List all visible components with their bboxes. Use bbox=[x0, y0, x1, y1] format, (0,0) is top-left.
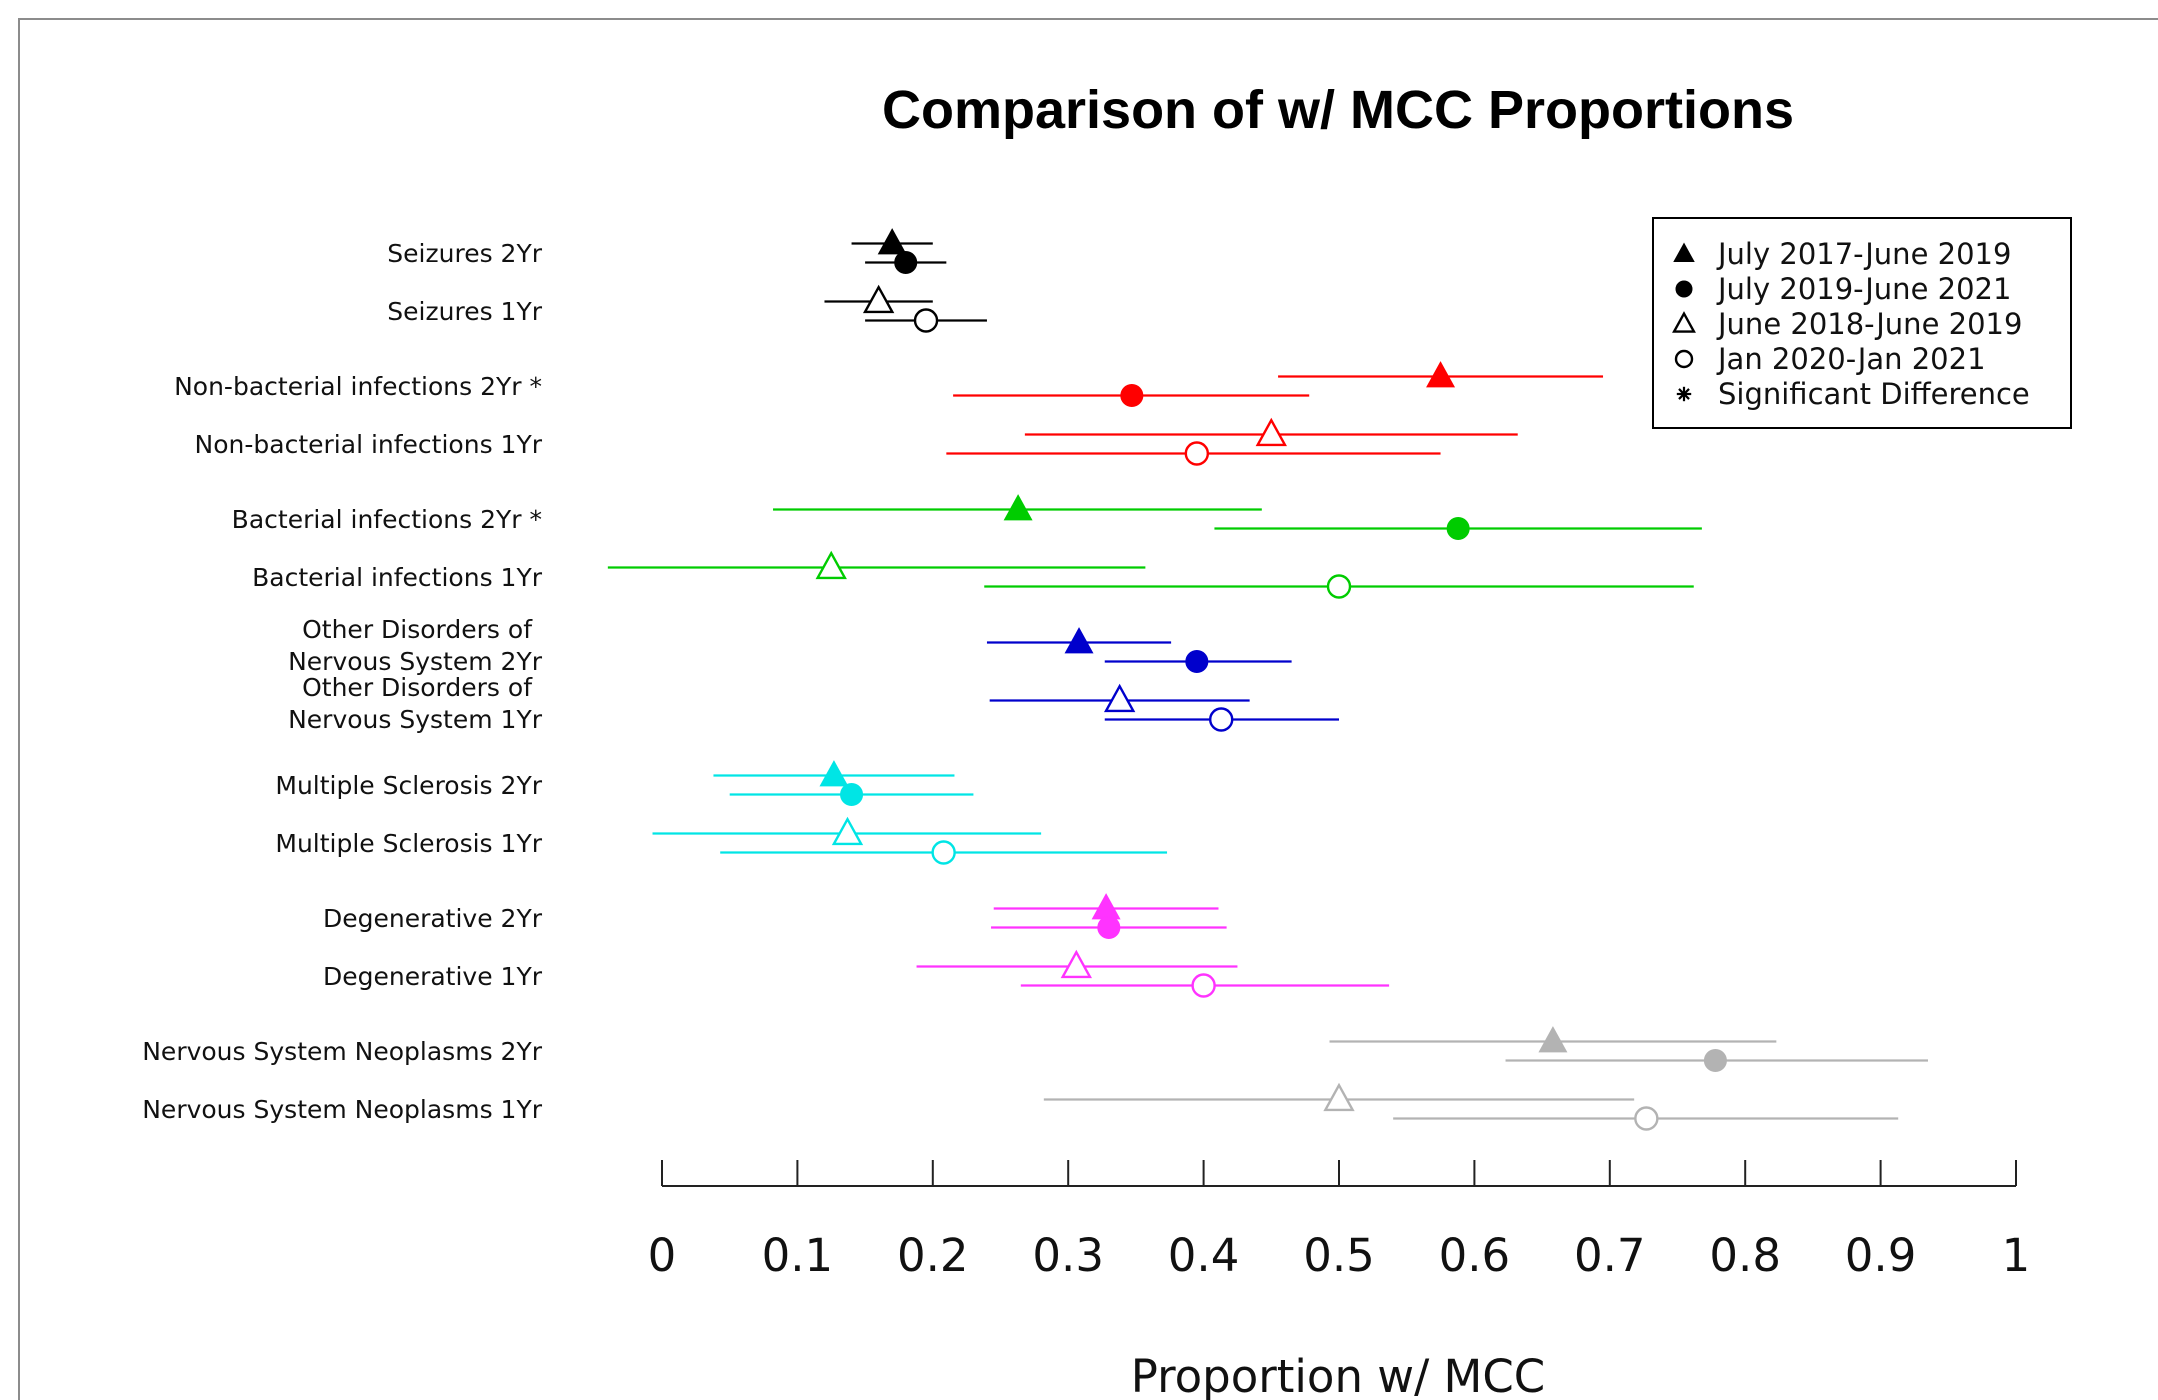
legend-marker-filled-circle bbox=[1675, 280, 1693, 298]
point-filled-triangle bbox=[877, 228, 907, 255]
point-filled-circle bbox=[1097, 916, 1121, 939]
legend-label: June 2018-June 2019 bbox=[1716, 307, 2022, 341]
point-open-circle bbox=[1209, 707, 1234, 732]
point-filled-triangle bbox=[1538, 1026, 1568, 1053]
row-label-line: Other Disorders of bbox=[302, 615, 533, 644]
group-bacterial-infections: Bacterial infections 2Yr * Bacterial infe… bbox=[232, 494, 1702, 599]
legend-box bbox=[1652, 217, 2072, 429]
group-non-bacterial-infections: Non-bacterial infections 2Yr * Non-bacter… bbox=[174, 361, 1604, 466]
x-tick-label: 0.6 bbox=[1439, 1229, 1511, 1282]
point-open-triangle bbox=[1103, 683, 1136, 713]
row-label: Seizures 2Yr bbox=[387, 239, 542, 268]
point-open-triangle bbox=[831, 816, 864, 846]
point-filled-triangle bbox=[1091, 893, 1121, 920]
point-open-triangle bbox=[1060, 949, 1092, 979]
x-axis: 0 0.1 0.2 0.3 0.4 0.5 0.6 0.7 0.8 0.9 1 bbox=[648, 1160, 2031, 1282]
point-filled-triangle bbox=[1003, 494, 1033, 521]
group-nervous-system-neoplasms: Nervous System Neoplasms 2Yr Nervous Syst… bbox=[142, 1026, 1928, 1131]
point-filled-triangle bbox=[1064, 627, 1094, 654]
x-tick-label: 0.2 bbox=[897, 1229, 969, 1282]
figure-frame bbox=[18, 18, 2158, 1400]
row-label: Degenerative 1Yr bbox=[323, 962, 543, 991]
x-tick-label: 0.1 bbox=[762, 1229, 834, 1282]
row-label: Bacterial infections 2Yr * bbox=[232, 505, 542, 534]
legend-label: Jan 2020-Jan 2021 bbox=[1716, 342, 1986, 376]
point-open-circle bbox=[1634, 1106, 1659, 1131]
row-label: Nervous System Neoplasms 1Yr bbox=[142, 1095, 542, 1124]
legend-marker-asterisk bbox=[1676, 386, 1692, 402]
point-filled-circle bbox=[894, 251, 918, 274]
point-open-triangle bbox=[815, 550, 847, 580]
point-filled-circle bbox=[840, 783, 864, 806]
group-degenerative: Degenerative 2Yr Degenerative 1Yr bbox=[323, 893, 1390, 998]
point-filled-triangle bbox=[819, 760, 849, 787]
x-tick-label: 1 bbox=[2002, 1229, 2031, 1282]
legend-label: July 2017-June 2019 bbox=[1716, 237, 2011, 271]
point-open-circle bbox=[1191, 973, 1216, 998]
point-open-circle bbox=[1326, 574, 1352, 599]
point-filled-circle bbox=[1703, 1049, 1727, 1072]
row-label: Multiple Sclerosis 2Yr bbox=[275, 771, 542, 800]
legend-marker-open-triangle bbox=[1672, 311, 1696, 333]
point-open-circle bbox=[1184, 441, 1210, 466]
legend-label: Significant Difference bbox=[1718, 377, 2030, 411]
legend-marker-filled-triangle bbox=[1673, 242, 1695, 263]
x-tick-label: 0.5 bbox=[1303, 1229, 1375, 1282]
group-multiple-sclerosis: Multiple Sclerosis 2Yr Multiple Sclerosis… bbox=[275, 760, 1168, 865]
x-tick-label: 0.9 bbox=[1845, 1229, 1917, 1282]
point-open-circle bbox=[931, 840, 956, 865]
group-seizures: Seizures 2Yr Seizures 1Yr bbox=[387, 228, 987, 333]
x-tick-label: 0.7 bbox=[1574, 1229, 1646, 1282]
x-tick-label: 0.3 bbox=[1032, 1229, 1104, 1282]
point-filled-circle bbox=[1446, 517, 1470, 540]
x-tick-label: 0.8 bbox=[1709, 1229, 1781, 1282]
row-label: Non-bacterial infections 2Yr * bbox=[174, 372, 542, 401]
point-open-circle bbox=[913, 308, 939, 333]
chart-title: Comparison of w/ MCC Proportions bbox=[882, 80, 1794, 140]
point-filled-triangle bbox=[1426, 361, 1456, 388]
row-label: Multiple Sclerosis 1Yr bbox=[275, 829, 542, 858]
row-label: Bacterial infections 1Yr bbox=[252, 563, 543, 592]
x-tick-label: 0 bbox=[648, 1229, 677, 1282]
row-label: Other Disorders of Nervous System 1Yr bbox=[288, 673, 543, 734]
point-open-triangle bbox=[1255, 417, 1287, 447]
row-label: Degenerative 2Yr bbox=[323, 904, 543, 933]
group-other-disorders-of-nervous-system: Other Disorders of Nervous System 2YrOthe… bbox=[288, 615, 1339, 734]
legend-label: July 2019-June 2021 bbox=[1716, 272, 2011, 306]
row-label-line: Nervous System 2Yr bbox=[288, 647, 543, 676]
legend-marker-open-circle bbox=[1674, 349, 1694, 369]
point-open-triangle bbox=[862, 284, 895, 314]
x-axis-title: Proportion w/ MCC bbox=[1131, 1350, 1545, 1400]
row-label: Nervous System Neoplasms 2Yr bbox=[142, 1037, 542, 1066]
plot-area: Seizures 2Yr Seizures 1Yr Non-bacterial in… bbox=[142, 228, 1928, 1131]
point-filled-circle bbox=[1120, 384, 1144, 407]
x-tick-label: 0.4 bbox=[1168, 1229, 1240, 1282]
asterisk-stroke bbox=[1678, 388, 1690, 400]
row-label: Non-bacterial infections 1Yr bbox=[195, 430, 543, 459]
row-label-line: Nervous System 1Yr bbox=[288, 705, 543, 734]
row-label: Seizures 1Yr bbox=[387, 297, 542, 326]
row-label-line: Other Disorders of bbox=[302, 673, 533, 702]
point-open-triangle bbox=[1323, 1082, 1355, 1112]
row-label: Other Disorders of Nervous System 2Yr bbox=[288, 615, 543, 676]
point-filled-circle bbox=[1185, 650, 1209, 673]
